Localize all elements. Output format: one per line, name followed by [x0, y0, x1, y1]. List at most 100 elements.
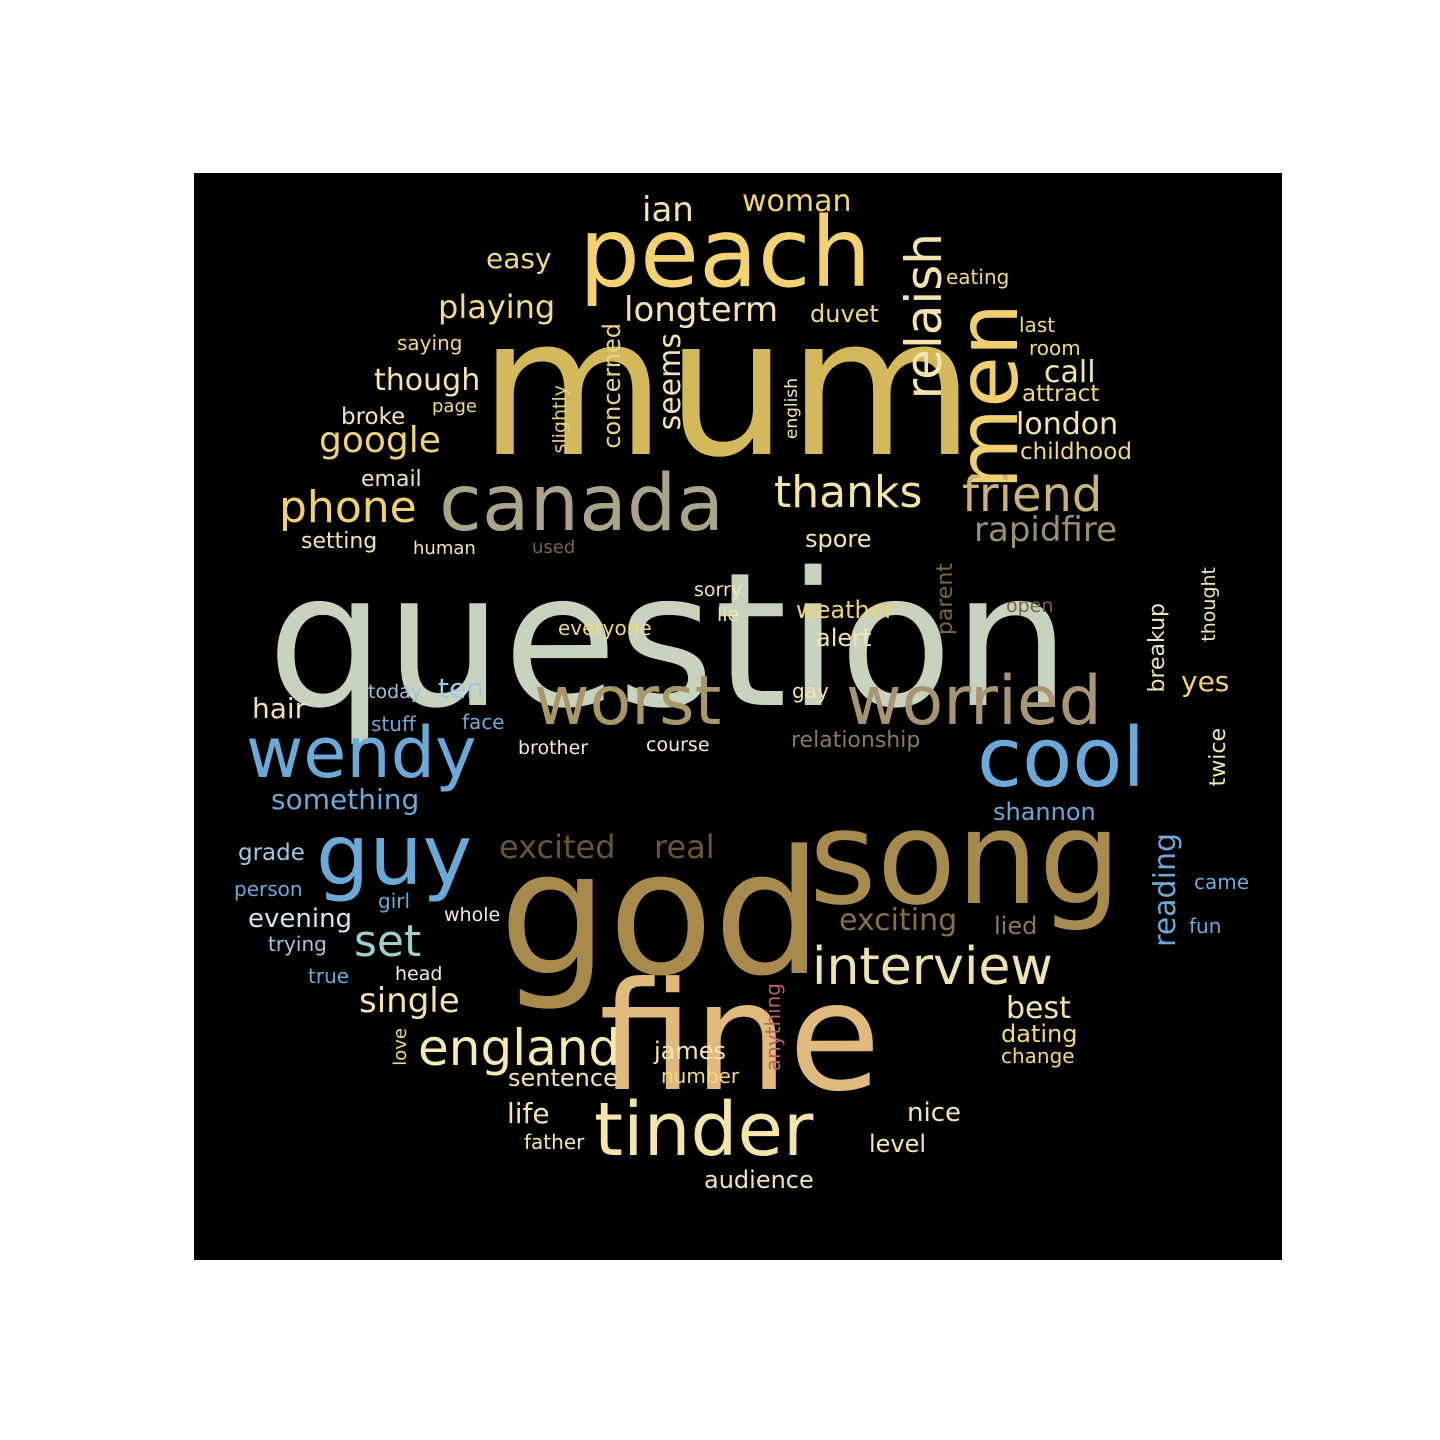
word-page: page: [432, 396, 477, 417]
word-nice: nice: [907, 1098, 961, 1128]
word-easy: easy: [486, 242, 552, 275]
word-last: last: [1019, 313, 1056, 337]
word-ian: ian: [642, 190, 694, 230]
word-worst: worst: [534, 662, 722, 741]
word-broke: broke: [341, 404, 406, 430]
word-question: question: [267, 532, 1071, 749]
word-face: face: [462, 710, 505, 734]
word-email: email: [361, 467, 422, 492]
word-sorry: sorry: [694, 579, 743, 601]
word-setting: setting: [301, 529, 378, 554]
word-london: london: [1016, 407, 1119, 442]
word-room: room: [1029, 336, 1081, 360]
word-james: james: [654, 1037, 727, 1065]
word-god: god: [499, 813, 823, 1014]
word-fun: fun: [1189, 914, 1222, 938]
word-best: best: [1006, 991, 1071, 1026]
word-set: set: [354, 916, 422, 967]
word-evening: evening: [248, 904, 353, 934]
word-slightly: slightly: [549, 385, 571, 454]
word-anything: anything: [761, 983, 785, 1072]
word-real: real: [654, 828, 715, 866]
word-worried: worried: [846, 662, 1102, 741]
word-men: men: [939, 303, 1037, 490]
word-peach: peach: [579, 197, 872, 309]
word-mum: mum: [479, 277, 975, 500]
word-sentence: sentence: [508, 1064, 618, 1092]
word-duvet: duvet: [810, 300, 879, 328]
word-seems: seems: [653, 333, 688, 431]
word-life: life: [507, 1097, 550, 1130]
word-longterm: longterm: [624, 290, 779, 330]
word-thanks: thanks: [774, 467, 923, 518]
word-playing: playing: [438, 288, 556, 326]
word-cool: cool: [977, 711, 1146, 806]
word-love: love: [390, 1028, 411, 1066]
word-came: came: [1194, 870, 1250, 894]
word-hair: hair: [252, 692, 307, 725]
word-saying: saying: [397, 331, 463, 355]
word-england: england: [418, 1019, 621, 1077]
word-english: english: [782, 378, 802, 440]
word-alert: alert: [816, 624, 872, 652]
word-weather: weather: [796, 596, 895, 624]
word-today: today: [368, 681, 423, 703]
word-google: google: [319, 420, 441, 461]
word-girl: girl: [378, 889, 411, 913]
word-attract: attract: [1022, 381, 1100, 407]
word-dating: dating: [1001, 1020, 1078, 1048]
word-concerned: concerned: [598, 323, 626, 449]
word-whole: whole: [444, 904, 501, 926]
word-number: number: [661, 1064, 740, 1088]
word-friend: friend: [962, 467, 1103, 523]
word-ten: ten: [438, 672, 484, 705]
word-something: something: [271, 783, 420, 816]
word-exciting: exciting: [839, 903, 958, 938]
word-true: true: [308, 964, 350, 988]
word-open: open: [1006, 595, 1054, 617]
word-woman: woman: [742, 184, 852, 219]
word-song: song: [809, 782, 1122, 934]
word-grade: grade: [238, 840, 305, 866]
word-fine: fine: [599, 951, 881, 1125]
word-guy: guy: [316, 806, 473, 904]
word-gay: gay: [792, 679, 829, 703]
word-everyone: everyone: [558, 616, 652, 640]
word-course: course: [646, 734, 710, 756]
word-though: though: [374, 363, 481, 398]
word-relaish: relaish: [895, 233, 953, 400]
word-brother: brother: [518, 737, 589, 759]
word-interview: interview: [812, 937, 1053, 997]
word-shannon: shannon: [993, 798, 1096, 826]
word-father: father: [524, 1130, 585, 1154]
word-excited: excited: [499, 828, 616, 866]
word-canada: canada: [439, 459, 725, 549]
word-childhood: childhood: [1020, 439, 1132, 465]
word-change: change: [1001, 1044, 1075, 1068]
word-breakup: breakup: [1145, 603, 1170, 693]
word-wendy: wendy: [246, 712, 477, 794]
word-eating: eating: [946, 265, 1010, 289]
word-person: person: [234, 877, 303, 901]
word-yes: yes: [1181, 665, 1230, 698]
word-trying: trying: [268, 932, 327, 956]
word-twice: twice: [1206, 728, 1231, 787]
word-lie: lie: [717, 604, 740, 626]
word-lied: lied: [994, 912, 1038, 940]
word-level: level: [869, 1130, 927, 1158]
word-relationship: relationship: [791, 728, 921, 753]
word-used: used: [532, 537, 576, 558]
word-human: human: [413, 538, 476, 559]
word-single: single: [359, 981, 460, 1021]
word-parent: parent: [933, 563, 958, 636]
word-phone: phone: [279, 482, 417, 533]
word-spore: spore: [805, 525, 872, 553]
word-reading: reading: [1148, 833, 1183, 947]
word-call: call: [1044, 355, 1096, 390]
word-audience: audience: [704, 1166, 814, 1194]
word-thought: thought: [1198, 567, 1220, 642]
word-head: head: [395, 963, 443, 985]
word-rapidfire: rapidfire: [974, 510, 1117, 550]
word-stuff: stuff: [371, 712, 416, 736]
word-tinder: tinder: [594, 1087, 814, 1173]
